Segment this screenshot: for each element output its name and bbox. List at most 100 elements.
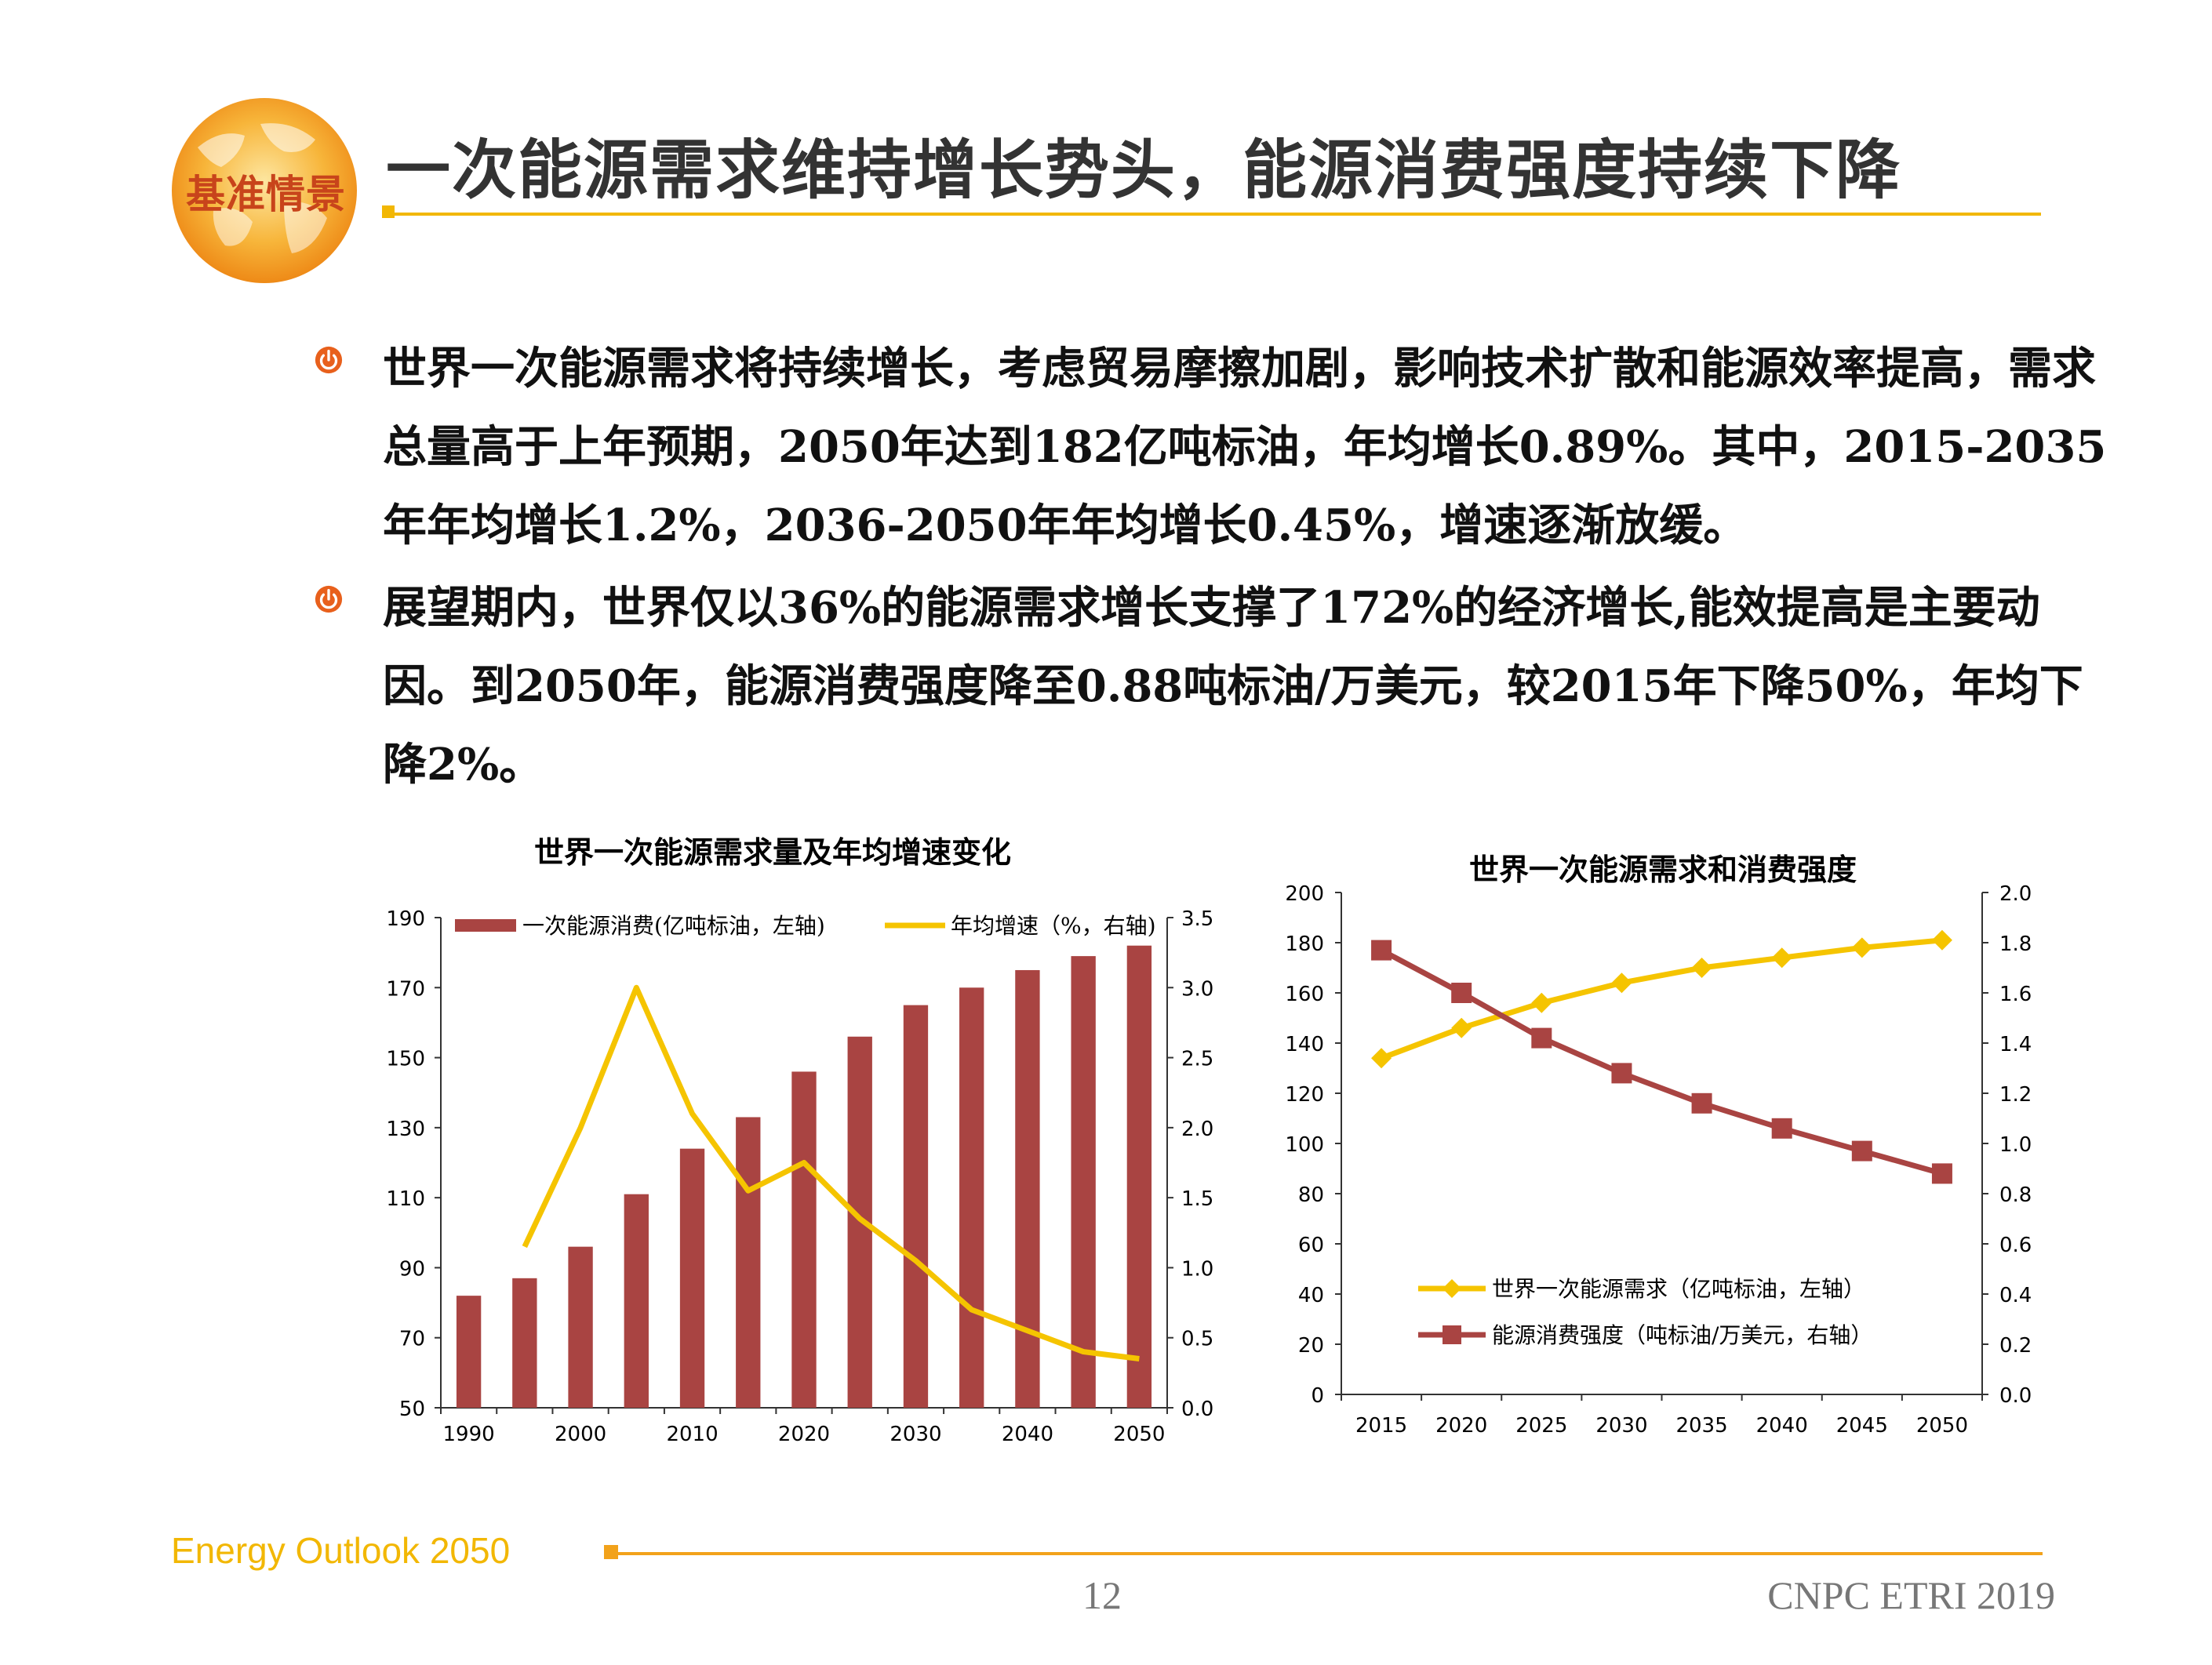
chart1-right-tick-label: 2.0 <box>1181 1118 1213 1141</box>
footer-rule <box>615 1552 2043 1555</box>
chart1-x-tick-label: 2000 <box>555 1423 606 1446</box>
power-bullet-icon <box>315 585 343 613</box>
chart1-left-tick-label: 50 <box>399 1398 425 1421</box>
chart1-left-tick-label: 170 <box>386 977 425 1001</box>
chart2-right-tick-label: 1.2 <box>1999 1083 2032 1107</box>
chart1-x-tick-label: 2020 <box>778 1423 830 1446</box>
chart1-left-tick-label: 90 <box>399 1257 425 1281</box>
bullet-1-text: 世界一次能源需求将持续增长，考虑贸易摩擦加剧，影响技术扩散和能源效率提高，需求总… <box>383 343 2107 551</box>
chart1-left-tick-label: 190 <box>386 907 425 931</box>
chart1-x-tick-label: 2050 <box>1113 1423 1165 1446</box>
chart2-left-tick-label: 180 <box>1285 932 1324 956</box>
logo-globe-icon <box>172 98 357 283</box>
title-rule <box>386 213 2041 216</box>
chart2-right-tick-label: 0.6 <box>1999 1234 2032 1257</box>
chart1-x-tick-label: 1990 <box>443 1423 495 1446</box>
chart1-title: 世界一次能源需求量及年均增速变化 <box>534 834 1011 870</box>
footer-right-label: CNPC ETRI 2019 <box>1767 1573 2055 1617</box>
chart2-series-0-point <box>1771 947 1792 969</box>
chart1-x-tick-label: 2030 <box>890 1423 941 1446</box>
chart2-right-tick-label: 0.8 <box>1999 1183 2032 1207</box>
chart2-series-0-point <box>1531 992 1552 1013</box>
chart2-series-1-point <box>1611 1063 1632 1084</box>
chart2-left-tick-label: 140 <box>1285 1033 1324 1056</box>
chart1-right-tick-label: 2.5 <box>1181 1048 1213 1071</box>
chart1-bar <box>1126 945 1152 1408</box>
page-number: 12 <box>1082 1573 1122 1617</box>
chart1-bar <box>456 1296 482 1408</box>
bullet-2-text: 展望期内，世界仅以36%的能源需求增长支撑了172%的经济增长,能效提高是主要动… <box>383 582 2083 791</box>
chart2-left-tick-label: 60 <box>1298 1234 1324 1257</box>
chart1-bar <box>791 1071 817 1408</box>
chart-energy-demand-intensity: 世界一次能源需求和消费强度020406080100120140160180200… <box>1285 852 2032 1438</box>
chart1-legend-bar-swatch <box>455 919 516 932</box>
chart2-legend-1-marker <box>1443 1325 1461 1344</box>
chart2-left-tick-label: 40 <box>1298 1284 1324 1307</box>
chart2-series-1-line <box>1380 947 1943 1176</box>
chart2-left-tick-label: 120 <box>1285 1083 1324 1107</box>
chart2-x-tick-label: 2030 <box>1595 1414 1647 1438</box>
bullet-1: 世界一次能源需求将持续增长，考虑贸易摩擦加剧，影响技术扩散和能源效率提高，需求总… <box>314 329 2118 573</box>
chart2-series-0-line <box>1380 937 1943 1061</box>
chart2-series-1-point <box>1531 1027 1552 1049</box>
chart2-right-tick-label: 1.6 <box>1999 983 2032 1006</box>
chart2-right-tick-label: 0.0 <box>1999 1384 2032 1408</box>
chart2-series-1-point <box>1771 1118 1792 1139</box>
chart1-legend-bar-label: 一次能源消费(亿吨标油，左轴) <box>522 913 825 939</box>
chart2-left-tick-label: 0 <box>1311 1384 1324 1408</box>
chart2-x-tick-label: 2050 <box>1916 1414 1968 1438</box>
chart2-left-tick-label: 80 <box>1298 1183 1324 1207</box>
chart2-right-tick-label: 0.2 <box>1999 1334 2032 1358</box>
chart1-bar <box>1071 956 1096 1408</box>
chart1-x-tick-label: 2040 <box>1002 1423 1053 1446</box>
chart2-right-tick-label: 1.8 <box>1999 932 2032 956</box>
chart2-series-0-point <box>1691 958 1712 978</box>
chart1-right-tick-label: 0.5 <box>1181 1328 1213 1351</box>
chart2-right-tick-label: 2.0 <box>1999 882 2032 906</box>
chart2-series-0-point <box>1451 1017 1472 1038</box>
chart1-bar <box>903 1005 929 1408</box>
chart1-right-tick-label: 0.0 <box>1181 1398 1213 1421</box>
chart2-x-tick-label: 2045 <box>1836 1414 1888 1438</box>
chart2-x-tick-label: 2015 <box>1355 1414 1407 1438</box>
chart1-left-tick-label: 130 <box>386 1118 425 1141</box>
footer-rule-marker <box>604 1545 618 1559</box>
chart1-right-tick-label: 3.0 <box>1181 977 1213 1001</box>
chart1-bar <box>736 1117 761 1408</box>
chart-energy-demand-growth: 世界一次能源需求量及年均增速变化 50 70 90 110 130 150 170 190 0.0… <box>386 834 1213 1446</box>
chart2-series-1-point <box>1691 1092 1712 1114</box>
chart2-series-0-point <box>1851 937 1872 958</box>
chart1-bar <box>959 987 984 1408</box>
chart2-series-0-point <box>1611 972 1632 994</box>
chart1-x-tick-label: 2010 <box>666 1423 718 1446</box>
title-rule-marker <box>382 205 395 218</box>
chart2-series-1-point <box>1371 940 1392 961</box>
chart2-x-tick-label: 2040 <box>1756 1414 1808 1438</box>
chart1-bar <box>568 1246 593 1408</box>
footer-left-label: Energy Outlook 2050 <box>171 1530 511 1571</box>
chart2-series-1-point <box>1851 1140 1872 1162</box>
chart1-right-tick-label: 3.5 <box>1181 907 1213 931</box>
chart2-title: 世界一次能源需求和消费强度 <box>1469 852 1857 887</box>
chart1-right-tick-label: 1.0 <box>1181 1257 1213 1281</box>
chart1-legend-line-label: 年均增速（%，右轴) <box>951 913 1156 939</box>
chart2-left-tick-label: 200 <box>1285 882 1324 906</box>
chart1-bar <box>1015 969 1040 1408</box>
chart1-bar <box>679 1148 705 1408</box>
chart1-right-tick-label: 1.5 <box>1181 1187 1213 1211</box>
chart2-right-tick-label: 1.0 <box>1999 1133 2032 1157</box>
power-bullet-icon <box>315 346 343 374</box>
bullet-2: 展望期内，世界仅以36%的能源需求增长支撑了172%的经济增长,能效提高是主要动… <box>314 569 2118 812</box>
chart2-legend-0-label: 世界一次能源需求（亿吨标油，左轴） <box>1492 1276 1865 1302</box>
chart2-left-tick-label: 20 <box>1298 1334 1324 1358</box>
chart1-left-tick-label: 110 <box>386 1187 425 1211</box>
chart2-x-tick-label: 2035 <box>1675 1414 1727 1438</box>
chart2-series-1-point <box>1451 983 1472 1003</box>
chart2-series-1-point <box>1931 1163 1952 1184</box>
chart2-legend-1-label: 能源消费强度（吨标油/万美元，右轴） <box>1492 1322 1872 1348</box>
chart1-left-tick-label: 150 <box>386 1048 425 1071</box>
chart1-left-tick-label: 70 <box>399 1328 425 1351</box>
chart2-left-tick-label: 100 <box>1285 1133 1324 1157</box>
chart2-series-0-point <box>1371 1048 1392 1069</box>
chart2-right-tick-label: 1.4 <box>1999 1033 2032 1056</box>
